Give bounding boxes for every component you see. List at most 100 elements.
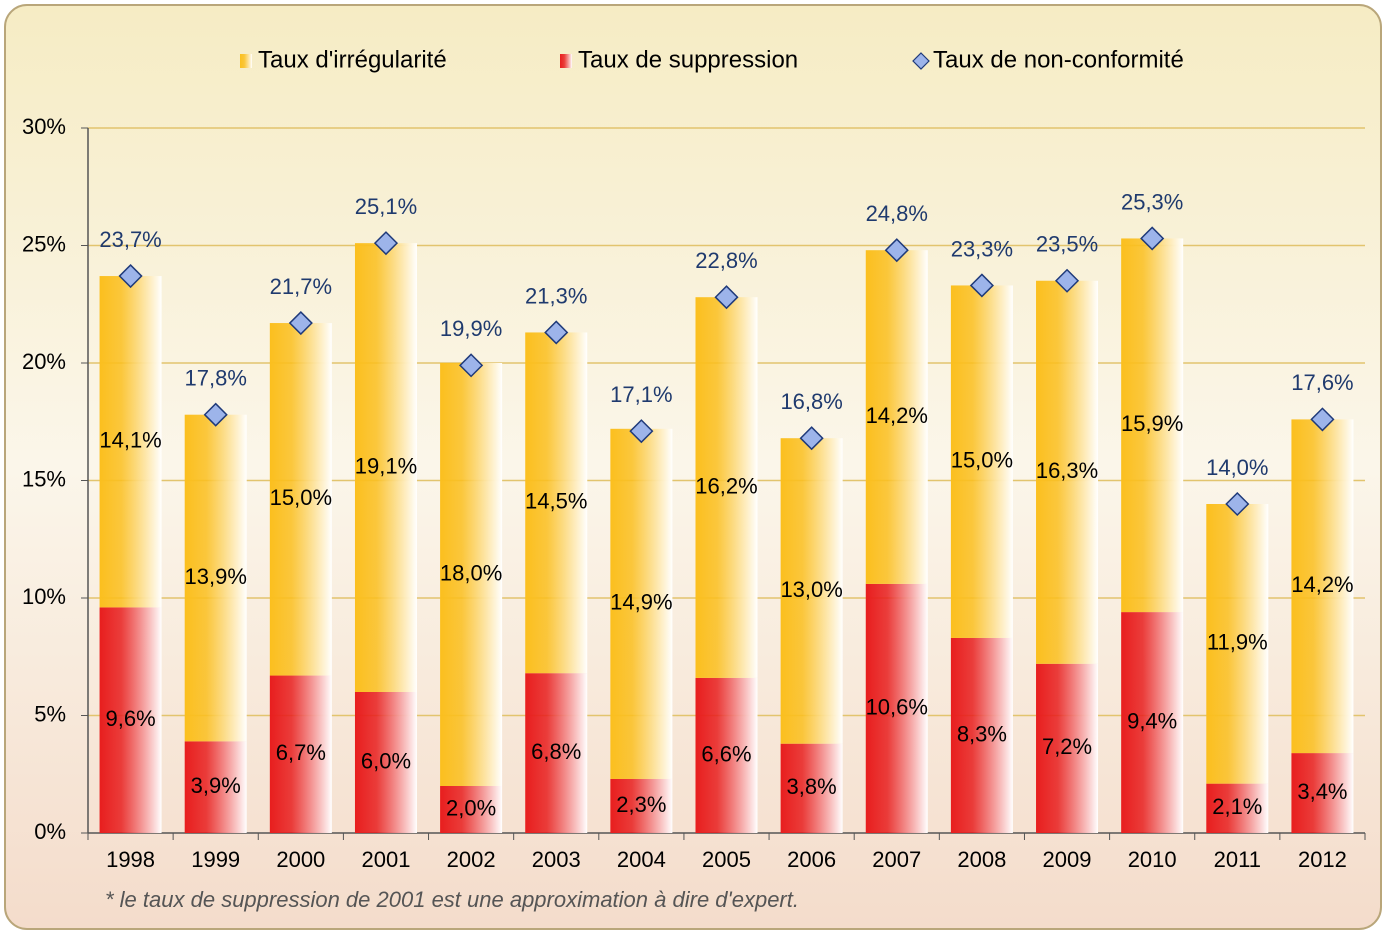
value-label: 17,6% bbox=[1291, 370, 1353, 395]
value-label: 3,9% bbox=[191, 773, 241, 798]
value-label: 2,1% bbox=[1212, 794, 1262, 819]
x-tick-label: 2010 bbox=[1128, 847, 1177, 872]
marker bbox=[118, 263, 143, 289]
value-label: 2,3% bbox=[616, 792, 666, 817]
bar-segment bbox=[1121, 612, 1184, 833]
value-label: 16,3% bbox=[1036, 458, 1098, 483]
marker bbox=[544, 320, 569, 345]
value-label: 17,1% bbox=[610, 382, 672, 407]
x-tick-label: 2009 bbox=[1043, 847, 1092, 872]
bar-segment bbox=[780, 438, 843, 744]
legend-label: Taux d'irrégularité bbox=[258, 46, 447, 73]
value-label: 14,9% bbox=[610, 590, 672, 615]
value-label: 25,1% bbox=[355, 194, 417, 219]
bar-segment bbox=[1291, 419, 1354, 754]
value-label: 18,0% bbox=[440, 560, 502, 585]
x-tick-label: 2007 bbox=[872, 847, 921, 872]
bar-segment bbox=[1291, 753, 1354, 833]
value-label: 6,8% bbox=[531, 739, 581, 764]
y-tick-label: 5% bbox=[34, 701, 66, 726]
bar-segment bbox=[440, 363, 503, 786]
value-label: 15,9% bbox=[1121, 411, 1183, 436]
legend-swatch bbox=[912, 52, 930, 70]
value-label: 11,9% bbox=[1207, 630, 1268, 655]
marker bbox=[884, 238, 909, 263]
bar-segment bbox=[610, 428, 673, 779]
value-label: 7,2% bbox=[1042, 734, 1092, 759]
value-label: 14,2% bbox=[866, 403, 928, 428]
value-label: 16,8% bbox=[780, 389, 842, 414]
marker bbox=[459, 353, 484, 378]
value-label: 14,2% bbox=[1291, 572, 1353, 597]
value-label: 16,2% bbox=[695, 473, 757, 498]
marker bbox=[288, 310, 313, 336]
x-tick-label: 2006 bbox=[787, 847, 836, 872]
bar-segment bbox=[1206, 783, 1269, 833]
bar-segment bbox=[269, 675, 332, 833]
value-label: 9,6% bbox=[105, 706, 155, 731]
legend-swatch bbox=[560, 54, 572, 68]
value-label: 6,7% bbox=[276, 740, 326, 765]
bar-segment bbox=[184, 741, 247, 833]
marker bbox=[714, 285, 739, 310]
bar-segment bbox=[695, 297, 758, 678]
marker bbox=[1054, 268, 1080, 293]
legend-label: Taux de non-conformité bbox=[933, 46, 1184, 73]
marker bbox=[203, 402, 228, 427]
marker bbox=[1225, 491, 1250, 517]
bar-segment bbox=[184, 414, 247, 742]
legend-swatch bbox=[240, 54, 252, 68]
bar-segment bbox=[780, 743, 843, 833]
y-tick-label: 30% bbox=[22, 114, 66, 139]
value-label: 23,5% bbox=[1036, 232, 1098, 257]
bar-segment bbox=[950, 285, 1013, 638]
marker bbox=[1310, 407, 1335, 432]
value-label: 13,9% bbox=[185, 564, 247, 589]
x-tick-label: 2003 bbox=[532, 847, 581, 872]
value-label: 14,0% bbox=[1206, 455, 1268, 480]
bar-segment bbox=[865, 583, 928, 833]
value-label: 6,0% bbox=[361, 748, 411, 773]
bar-segment bbox=[610, 778, 673, 833]
y-tick-label: 20% bbox=[22, 349, 66, 374]
value-label: 10,6% bbox=[866, 694, 928, 719]
x-tick-label: 2004 bbox=[617, 847, 666, 872]
value-label: 14,1% bbox=[99, 428, 161, 453]
value-label: 23,3% bbox=[951, 236, 1013, 261]
value-label: 3,4% bbox=[1297, 779, 1347, 804]
bar-segment bbox=[440, 786, 503, 833]
marker bbox=[969, 273, 994, 298]
value-label: 3,8% bbox=[787, 774, 837, 799]
x-tick-label: 2001 bbox=[361, 847, 410, 872]
bar-segment bbox=[525, 673, 588, 833]
y-tick-label: 25% bbox=[22, 231, 66, 256]
x-tick-label: 1998 bbox=[106, 847, 155, 872]
y-tick-label: 10% bbox=[22, 584, 66, 609]
value-label: 25,3% bbox=[1121, 189, 1183, 214]
x-tick-label: 2008 bbox=[957, 847, 1006, 872]
value-label: 22,8% bbox=[695, 248, 757, 273]
x-tick-label: 2005 bbox=[702, 847, 751, 872]
value-label: 19,9% bbox=[440, 316, 502, 341]
bar-segment bbox=[99, 607, 162, 833]
bar-segment bbox=[695, 677, 758, 833]
value-label: 19,1% bbox=[355, 453, 417, 478]
marker bbox=[629, 419, 654, 444]
value-label: 23,7% bbox=[99, 227, 161, 252]
x-tick-label: 2011 bbox=[1214, 847, 1261, 872]
bar-segment bbox=[1036, 280, 1099, 664]
value-label: 21,3% bbox=[525, 283, 587, 308]
marker bbox=[799, 426, 824, 451]
x-tick-label: 1999 bbox=[191, 847, 240, 872]
bar-segment bbox=[1206, 504, 1269, 784]
value-label: 17,8% bbox=[185, 366, 247, 391]
footnote: * le taux de suppression de 2001 est une… bbox=[105, 887, 799, 912]
value-label: 13,0% bbox=[780, 577, 842, 602]
legend-label: Taux de suppression bbox=[578, 46, 798, 73]
x-tick-label: 2012 bbox=[1298, 847, 1347, 872]
y-tick-label: 0% bbox=[34, 819, 66, 844]
x-tick-label: 2000 bbox=[276, 847, 325, 872]
value-label: 15,0% bbox=[270, 485, 332, 510]
